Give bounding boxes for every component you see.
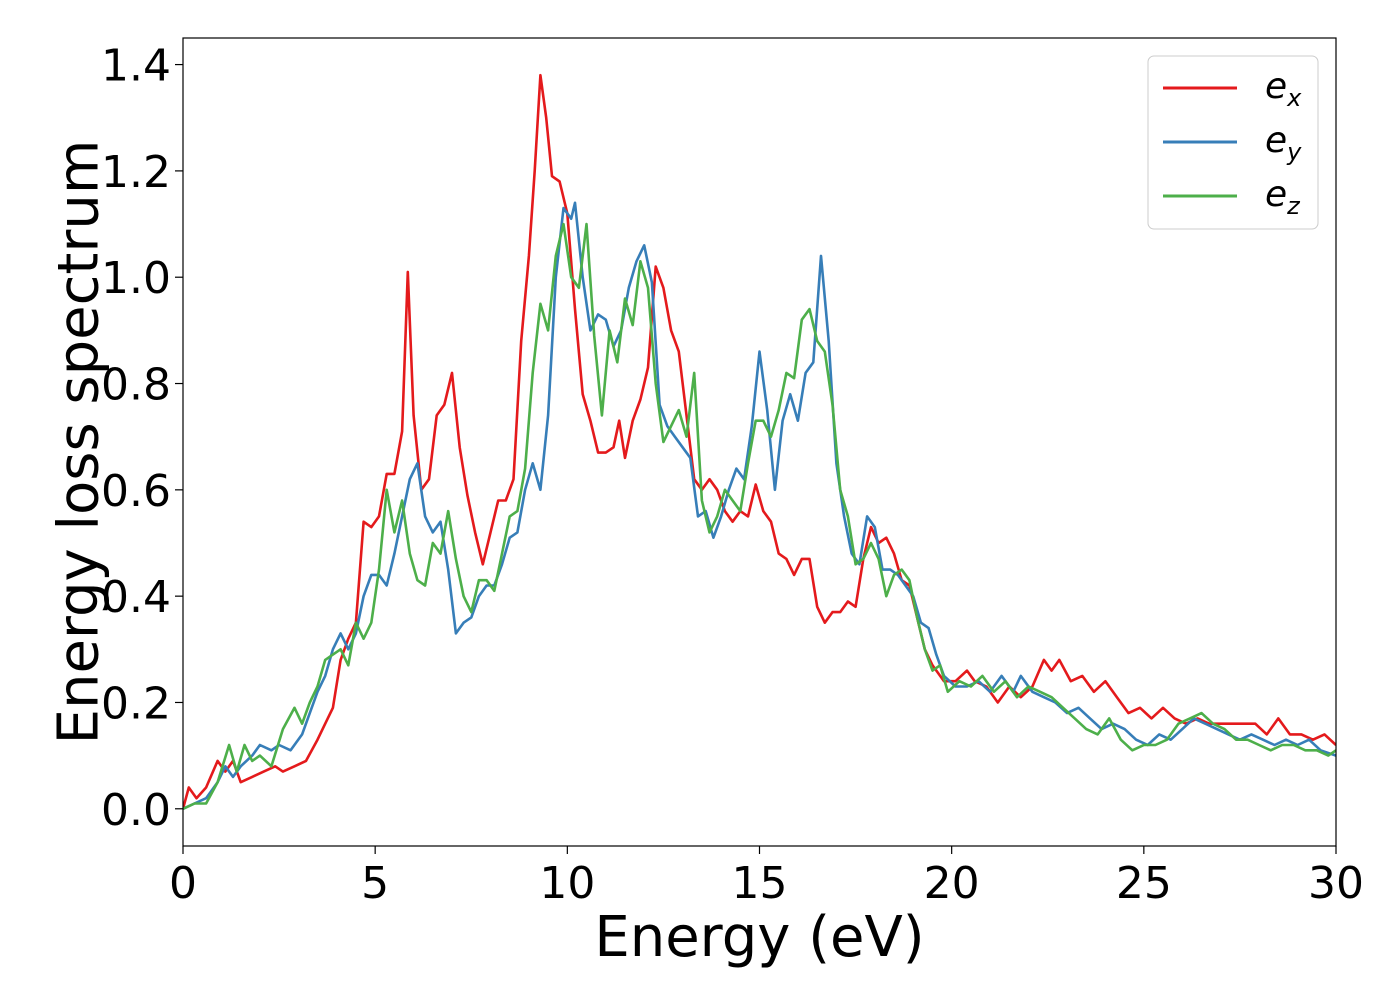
series-layer (183, 73, 1336, 810)
x-tick-label: 10 (539, 858, 595, 909)
y-tick-label: 0.2 (101, 678, 171, 729)
x-tick-label: 0 (169, 858, 197, 909)
y-tick-label: 1.4 (101, 41, 171, 92)
legend-label: ey (1265, 120, 1302, 166)
legend-label: ex (1265, 66, 1302, 112)
x-axis-label: Energy (eV) (594, 905, 924, 970)
y-tick-label: 0.8 (101, 360, 171, 411)
y-tick-label: 1.0 (101, 253, 171, 304)
y-axis: 0.0 0.2 0.4 0.6 0.8 1.0 1.2 1.4 (101, 41, 183, 836)
legend-label: ez (1265, 174, 1301, 220)
x-tick-label: 25 (1116, 858, 1172, 909)
y-tick-label: 0.6 (101, 466, 171, 517)
y-tick-label: 0.0 (101, 785, 171, 836)
y-axis-label: Energy loss spectrum (47, 140, 112, 745)
y-tick-label: 1.2 (101, 147, 171, 198)
x-tick-label: 5 (361, 858, 389, 909)
series-line-ez (183, 222, 1336, 810)
legend: ex ey ez (1147, 55, 1319, 230)
x-tick-label: 30 (1308, 858, 1364, 909)
x-axis: 0 5 10 15 20 25 30 (169, 846, 1364, 909)
y-tick-label: 0.4 (101, 572, 171, 623)
x-tick-label: 15 (732, 858, 788, 909)
x-tick-label: 20 (924, 858, 980, 909)
